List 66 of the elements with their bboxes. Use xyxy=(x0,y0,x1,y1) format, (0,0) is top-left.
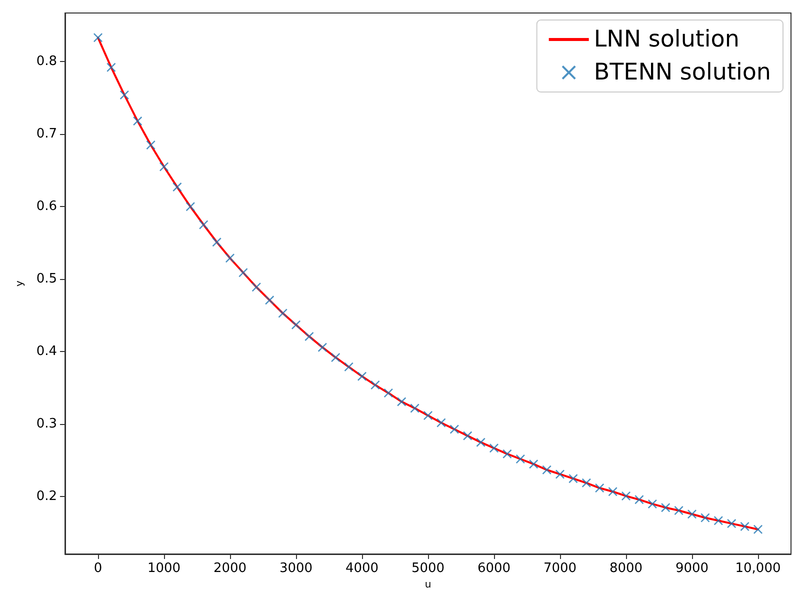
point xyxy=(199,220,208,230)
point xyxy=(238,268,248,278)
point xyxy=(265,296,274,305)
point xyxy=(212,238,222,247)
point xyxy=(542,465,552,474)
point xyxy=(463,431,472,440)
point xyxy=(516,454,525,464)
y-tick-label: 0.5 xyxy=(36,272,57,287)
x-tick-label: 7000 xyxy=(543,561,577,576)
point xyxy=(133,116,142,126)
point xyxy=(661,503,670,512)
point xyxy=(674,506,684,515)
point xyxy=(648,499,657,508)
point xyxy=(186,202,195,212)
x-axis-title: u xyxy=(424,579,432,590)
x-tick-label: 9000 xyxy=(675,561,709,576)
x-tick-label: 3000 xyxy=(279,561,313,576)
x-tick-label: 6000 xyxy=(477,561,511,576)
point xyxy=(688,510,696,519)
point xyxy=(318,342,327,352)
point xyxy=(397,397,406,406)
x-tick-label: 4000 xyxy=(345,561,379,576)
x-tick-label: 5000 xyxy=(411,561,445,576)
y-axis-title: y xyxy=(14,280,26,286)
point xyxy=(608,487,618,496)
point xyxy=(476,438,486,447)
y-tick-label: 0.2 xyxy=(36,489,57,504)
point xyxy=(94,33,102,42)
point xyxy=(370,380,380,390)
point xyxy=(568,474,578,484)
y-tick-label: 0.8 xyxy=(36,54,57,70)
point xyxy=(106,62,116,72)
point xyxy=(502,449,512,458)
point xyxy=(450,424,459,434)
y-tick-label: 0.3 xyxy=(36,416,57,432)
point xyxy=(714,516,723,526)
legend-label: BTENN solution xyxy=(594,60,772,86)
point xyxy=(160,162,168,172)
point xyxy=(384,388,393,398)
x-tick-label: 1000 xyxy=(147,561,181,576)
point xyxy=(344,362,354,372)
point xyxy=(740,522,750,531)
point xyxy=(634,495,644,504)
point xyxy=(556,470,564,479)
point xyxy=(146,140,156,150)
y-tick-label: 0.7 xyxy=(36,126,57,142)
point xyxy=(252,282,261,292)
point xyxy=(754,524,762,534)
point xyxy=(582,478,591,488)
point xyxy=(331,352,340,362)
x-tick-label: 8000 xyxy=(609,561,643,576)
x-tick-label: 10,000 xyxy=(735,561,781,576)
y-tick-label: 0.6 xyxy=(36,199,57,214)
point xyxy=(358,372,366,381)
point xyxy=(172,182,182,192)
point xyxy=(292,320,300,330)
point xyxy=(727,519,736,528)
point xyxy=(490,444,498,453)
point xyxy=(120,90,129,100)
point xyxy=(304,332,314,341)
point xyxy=(226,254,234,263)
point xyxy=(529,460,538,469)
legend-label: LNN solution xyxy=(594,26,740,52)
x-tick-label: 2000 xyxy=(213,561,247,576)
x-tick-label: 0 xyxy=(94,561,102,576)
y-tick-label: 0.4 xyxy=(36,344,57,360)
